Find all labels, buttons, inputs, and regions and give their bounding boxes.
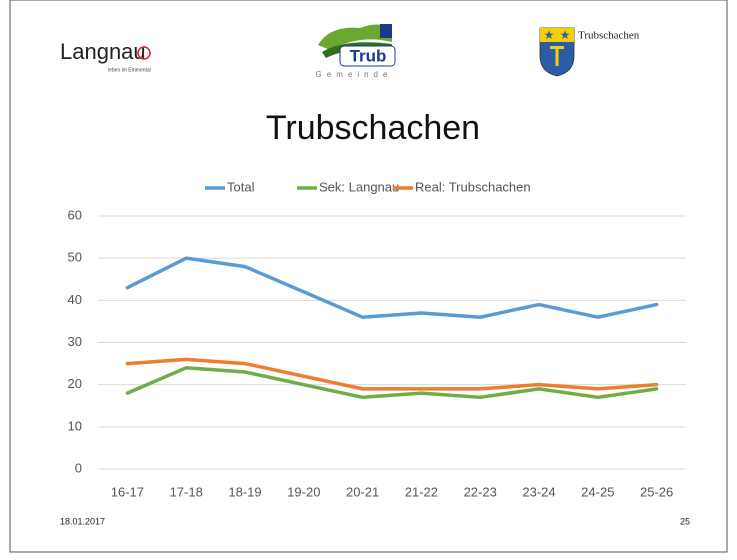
crest-top: [540, 28, 574, 42]
legend-label: Real: Trubschachen: [415, 179, 531, 194]
slide-frame: [9, 0, 728, 553]
y-tick-label: 40: [68, 292, 82, 307]
trubschachen-logo: Trubschachen: [578, 30, 640, 42]
trub-box: [339, 45, 396, 67]
y-tick-label: 60: [68, 207, 82, 222]
x-tick-label: 17-18: [170, 484, 203, 499]
x-tick-label: 19-20: [287, 484, 320, 499]
y-tick-label: 30: [68, 334, 82, 349]
x-tick-label: 24-25: [581, 484, 614, 499]
series-line: [125, 256, 659, 319]
chart-title: Trubschachen: [266, 109, 480, 147]
x-tick-label: 21-22: [405, 484, 438, 499]
series-line: [125, 357, 659, 391]
x-tick-label: 25-26: [640, 484, 673, 499]
y-tick-label: 0: [75, 460, 82, 475]
x-tick-label: 18-19: [228, 484, 261, 499]
langnau-tagline: leben im Emmental: [108, 67, 151, 73]
crest-star: ★: [560, 28, 571, 42]
legend-label: Sek: Langnau: [319, 179, 399, 194]
x-tick-label: 20-21: [346, 484, 379, 499]
legend-label: Total: [227, 179, 255, 194]
langnau-dot: [137, 46, 151, 60]
y-tick-label: 20: [68, 376, 82, 391]
crest-t: [550, 46, 564, 66]
y-tick-label: 10: [68, 418, 82, 433]
x-tick-label: 23-24: [522, 484, 555, 499]
series-line: [125, 366, 659, 400]
y-tick-label: 50: [68, 250, 82, 265]
x-tick-label: 16-17: [111, 484, 144, 499]
x-tick-label: 22-23: [464, 484, 497, 499]
footer-page: 25: [680, 516, 690, 526]
trub-sub: Gemeinde: [316, 70, 393, 79]
trub-crest: [380, 24, 392, 38]
langnau-logo: Langnau: [60, 39, 146, 64]
trub-hills: [318, 24, 392, 50]
footer-date: 18.01.2017: [60, 516, 105, 526]
trub-text: Trub: [350, 46, 387, 65]
crest-star: ★: [544, 28, 555, 42]
